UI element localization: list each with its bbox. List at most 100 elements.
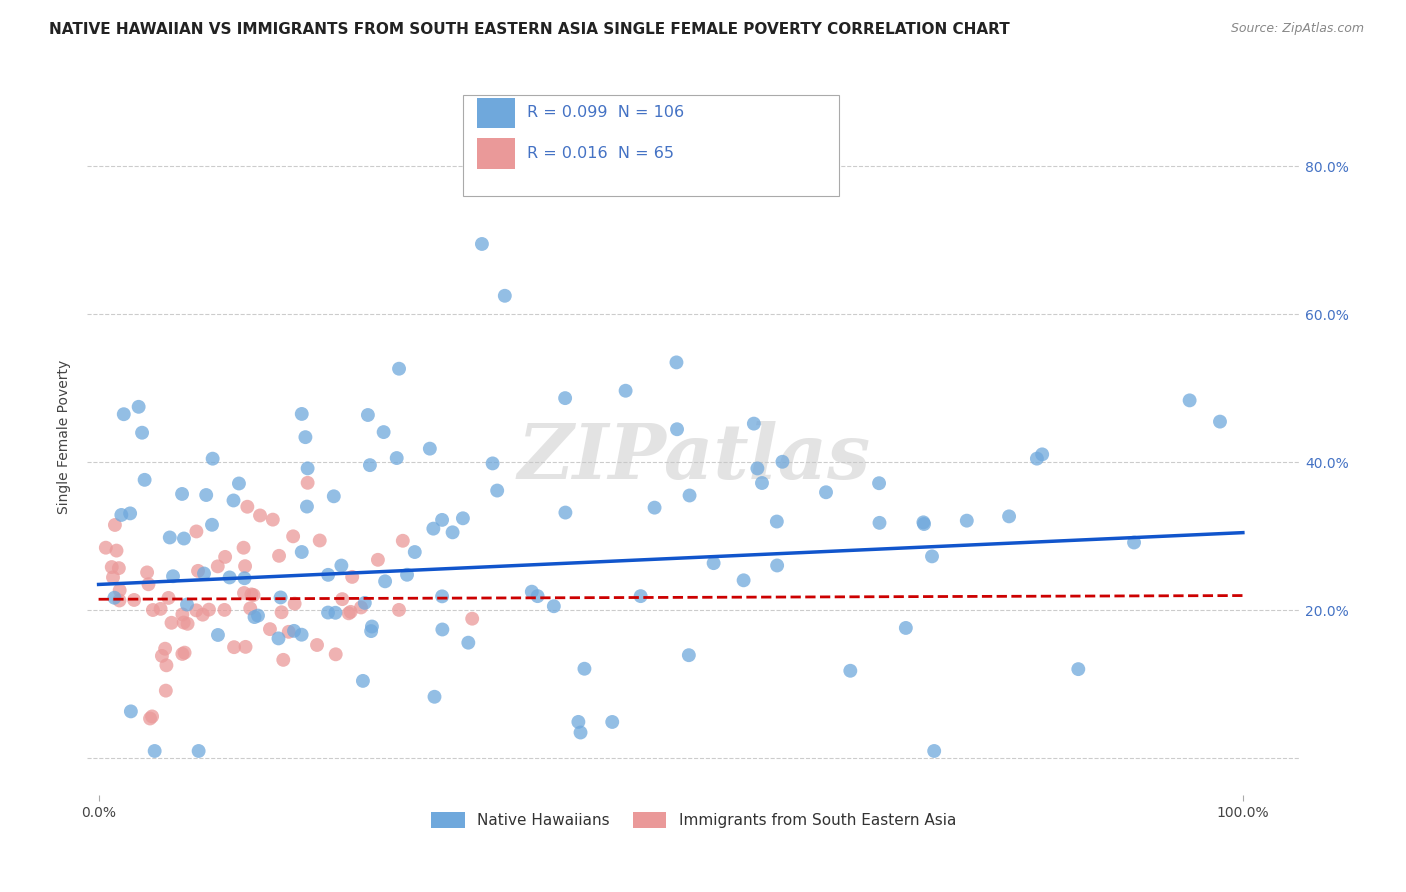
Point	[956, 514, 979, 528]
Point	[233, 559, 256, 574]
Point	[1209, 415, 1232, 429]
Point	[770, 455, 793, 469]
Point	[155, 658, 177, 673]
Point	[294, 430, 316, 444]
Point	[120, 507, 142, 521]
Point	[136, 566, 159, 580]
Point	[894, 621, 917, 635]
Point	[678, 488, 700, 502]
Point	[187, 564, 209, 578]
Point	[186, 603, 208, 617]
Point	[340, 570, 363, 584]
Point	[243, 610, 266, 624]
Point	[270, 605, 292, 619]
Text: R = 0.016  N = 65: R = 0.016 N = 65	[527, 146, 675, 161]
Point	[419, 442, 441, 456]
Point	[173, 646, 195, 660]
Point	[134, 473, 156, 487]
Point	[554, 391, 576, 405]
Point	[105, 543, 128, 558]
Point	[108, 561, 131, 575]
Point	[207, 628, 229, 642]
Point	[814, 485, 837, 500]
Point	[360, 624, 382, 639]
Point	[747, 461, 769, 475]
Point	[159, 531, 181, 545]
Point	[1178, 393, 1201, 408]
Point	[305, 638, 328, 652]
Point	[120, 705, 142, 719]
Point	[240, 587, 263, 601]
Point	[267, 549, 290, 563]
Point	[353, 596, 375, 610]
Point	[766, 558, 789, 573]
Point	[644, 500, 666, 515]
Point	[486, 483, 509, 498]
Point	[201, 451, 224, 466]
Text: Source: ZipAtlas.com: Source: ZipAtlas.com	[1230, 22, 1364, 36]
Point	[461, 612, 484, 626]
Point	[131, 425, 153, 440]
FancyBboxPatch shape	[477, 138, 516, 169]
Point	[222, 640, 245, 655]
Point	[441, 525, 464, 540]
Point	[869, 516, 891, 530]
Point	[214, 549, 236, 564]
Point	[569, 725, 592, 739]
Point	[330, 592, 353, 607]
Point	[388, 603, 411, 617]
Point	[228, 476, 250, 491]
Point	[600, 714, 623, 729]
Point	[291, 407, 314, 421]
Point	[543, 599, 565, 614]
Point	[322, 489, 344, 503]
Point	[172, 647, 194, 661]
Point	[207, 559, 229, 574]
Point	[277, 624, 299, 639]
Y-axis label: Single Female Poverty: Single Female Poverty	[58, 359, 72, 514]
Point	[494, 289, 516, 303]
Point	[308, 533, 330, 548]
Point	[100, 560, 122, 574]
Point	[868, 476, 890, 491]
Point	[325, 648, 347, 662]
Point	[142, 603, 165, 617]
Point	[247, 608, 270, 623]
Point	[567, 714, 589, 729]
Point	[214, 603, 236, 617]
Point	[198, 602, 221, 616]
Point	[361, 619, 384, 633]
Point	[297, 475, 319, 490]
Point	[316, 567, 339, 582]
Point	[422, 522, 444, 536]
Point	[432, 623, 454, 637]
Point	[998, 509, 1021, 524]
Point	[316, 606, 339, 620]
Point	[554, 506, 576, 520]
Point	[359, 458, 381, 472]
Point	[139, 711, 162, 725]
Point	[193, 566, 215, 581]
FancyBboxPatch shape	[477, 97, 516, 128]
Point	[259, 622, 281, 636]
Point	[766, 515, 789, 529]
Point	[239, 601, 262, 615]
Point	[912, 516, 935, 530]
Point	[451, 511, 474, 525]
Point	[160, 615, 183, 630]
Point	[267, 632, 290, 646]
Point	[155, 683, 177, 698]
Point	[138, 577, 160, 591]
Point	[176, 616, 198, 631]
Point	[270, 591, 292, 605]
Point	[367, 553, 389, 567]
Point	[110, 508, 132, 522]
Point	[222, 493, 245, 508]
Point	[176, 598, 198, 612]
Point	[339, 605, 361, 619]
Point	[373, 425, 395, 439]
Point	[291, 628, 314, 642]
Point	[173, 532, 195, 546]
Point	[665, 355, 688, 369]
Point	[191, 607, 214, 622]
